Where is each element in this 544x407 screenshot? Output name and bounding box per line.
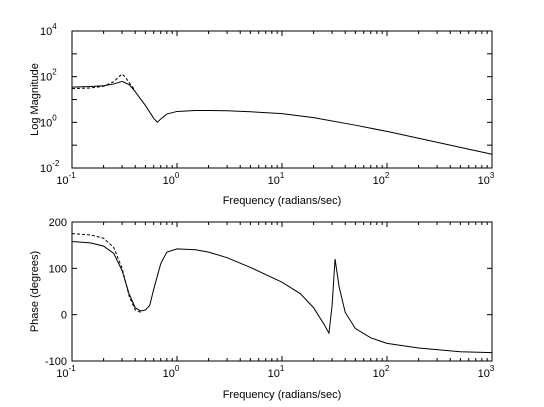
x-tick-label: 103 (478, 171, 495, 187)
x-axis-label: Frequency (radians/sec) (223, 195, 342, 207)
y-tick-label: 104 (40, 22, 57, 38)
y-tick-label: -100 (45, 356, 67, 368)
y-tick-label: 200 (49, 217, 67, 229)
solid-series-line (71, 80, 493, 155)
x-tick-label: 101 (268, 364, 285, 380)
x-tick-label: 100 (163, 171, 180, 187)
magnitude-plot: 10-1 100 101 102 103 Frequency (radians/sec) 1… (29, 22, 495, 207)
x-tick-label: 10-1 (56, 364, 76, 380)
phase-plot: 10-1 100 101 102 103 Frequency (radians/sec) -… (29, 217, 495, 401)
plot-frame (71, 30, 493, 169)
x-tick-label: 101 (268, 171, 285, 187)
y-tick-label: 10-2 (40, 159, 60, 175)
x-tick-label: 102 (373, 364, 390, 380)
x-axis-label: Frequency (radians/sec) (223, 389, 342, 401)
dashed-series-line (71, 233, 141, 313)
y-axis-label: Log Magnitude (29, 63, 41, 136)
dashed-series-line (71, 73, 136, 91)
x-tick-label: 102 (373, 171, 390, 187)
x-tick-label: 100 (163, 364, 180, 380)
y-tick-label: 100 (40, 113, 57, 129)
solid-series-line (71, 240, 493, 354)
plot-frame (71, 221, 493, 362)
y-tick-label: 102 (40, 68, 57, 84)
y-tick-label: 0 (61, 310, 67, 322)
x-tick-label: 10-1 (56, 171, 76, 187)
x-tick-label: 103 (478, 364, 495, 380)
y-axis-label: Phase (degrees) (29, 251, 41, 332)
y-tick-label: 100 (49, 263, 67, 275)
